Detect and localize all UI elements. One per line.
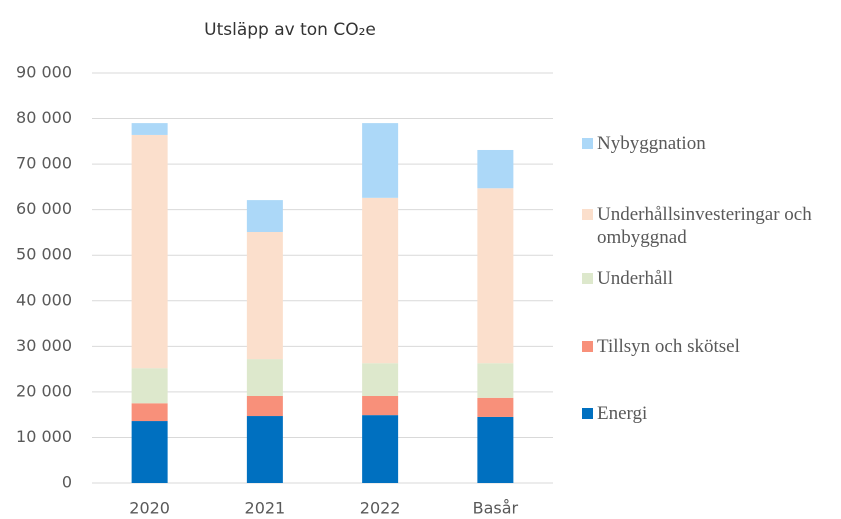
legend-item: Tillsyn och skötsel [580, 335, 830, 358]
legend-swatch [582, 209, 593, 220]
bar-segment [131, 368, 168, 404]
bar-segment [477, 149, 514, 189]
y-tick-label: 50 000 [16, 245, 72, 264]
chart-title: Utsläpp av ton CO₂e [204, 20, 376, 40]
legend-swatch [582, 138, 593, 149]
legend-swatch [582, 408, 593, 419]
y-tick-label: 80 000 [16, 108, 72, 127]
y-tick-label: 70 000 [16, 154, 72, 173]
y-tick-label: 10 000 [16, 427, 72, 446]
bar-segment [131, 134, 168, 369]
bar-segment [362, 197, 399, 364]
bar-segment [477, 363, 514, 398]
y-tick-label: 30 000 [16, 336, 72, 355]
y-tick-label: 40 000 [16, 290, 72, 309]
x-tick-label: 2021 [245, 499, 286, 518]
legend-item: Underhållsinvesteringar och ombyggnad [580, 203, 830, 249]
legend-item: Nybyggnation [580, 132, 830, 155]
bar-segment [362, 395, 399, 416]
y-tick-label: 20 000 [16, 381, 72, 400]
x-tick-label: 2022 [360, 499, 401, 518]
legend-item: Energi [580, 402, 830, 425]
y-tick-label: 90 000 [16, 63, 72, 82]
legend-swatch [582, 273, 593, 284]
legend-item: Underhåll [580, 267, 830, 290]
legend-label: Energi [597, 403, 648, 424]
legend-label: Tillsyn och skötsel [597, 336, 740, 357]
y-tick-label: 60 000 [16, 199, 72, 218]
bar-segment [362, 415, 399, 483]
y-tick-label: 0 [62, 473, 72, 492]
legend-label: Nybyggnation [597, 133, 706, 154]
bar-segment [246, 231, 283, 360]
bar-segment [362, 363, 399, 396]
bar-segment [477, 188, 514, 364]
bar-segment [246, 395, 283, 417]
x-tick-label: Basår [473, 499, 519, 518]
bar-segment [131, 403, 168, 422]
bar-segment [477, 416, 514, 483]
bar-segment [131, 123, 168, 135]
bar-segment [246, 359, 283, 396]
bar-segment [246, 200, 283, 232]
bar-segment [131, 421, 168, 483]
legend-label: Underhåll [597, 268, 673, 289]
bar-segment [477, 397, 514, 417]
legend-swatch [582, 341, 593, 352]
bar-segment [362, 123, 399, 198]
x-tick-label: 2020 [129, 499, 170, 518]
legend-label: Underhållsinvesteringar och ombyggnad [597, 204, 812, 248]
bar-segment [246, 416, 283, 483]
